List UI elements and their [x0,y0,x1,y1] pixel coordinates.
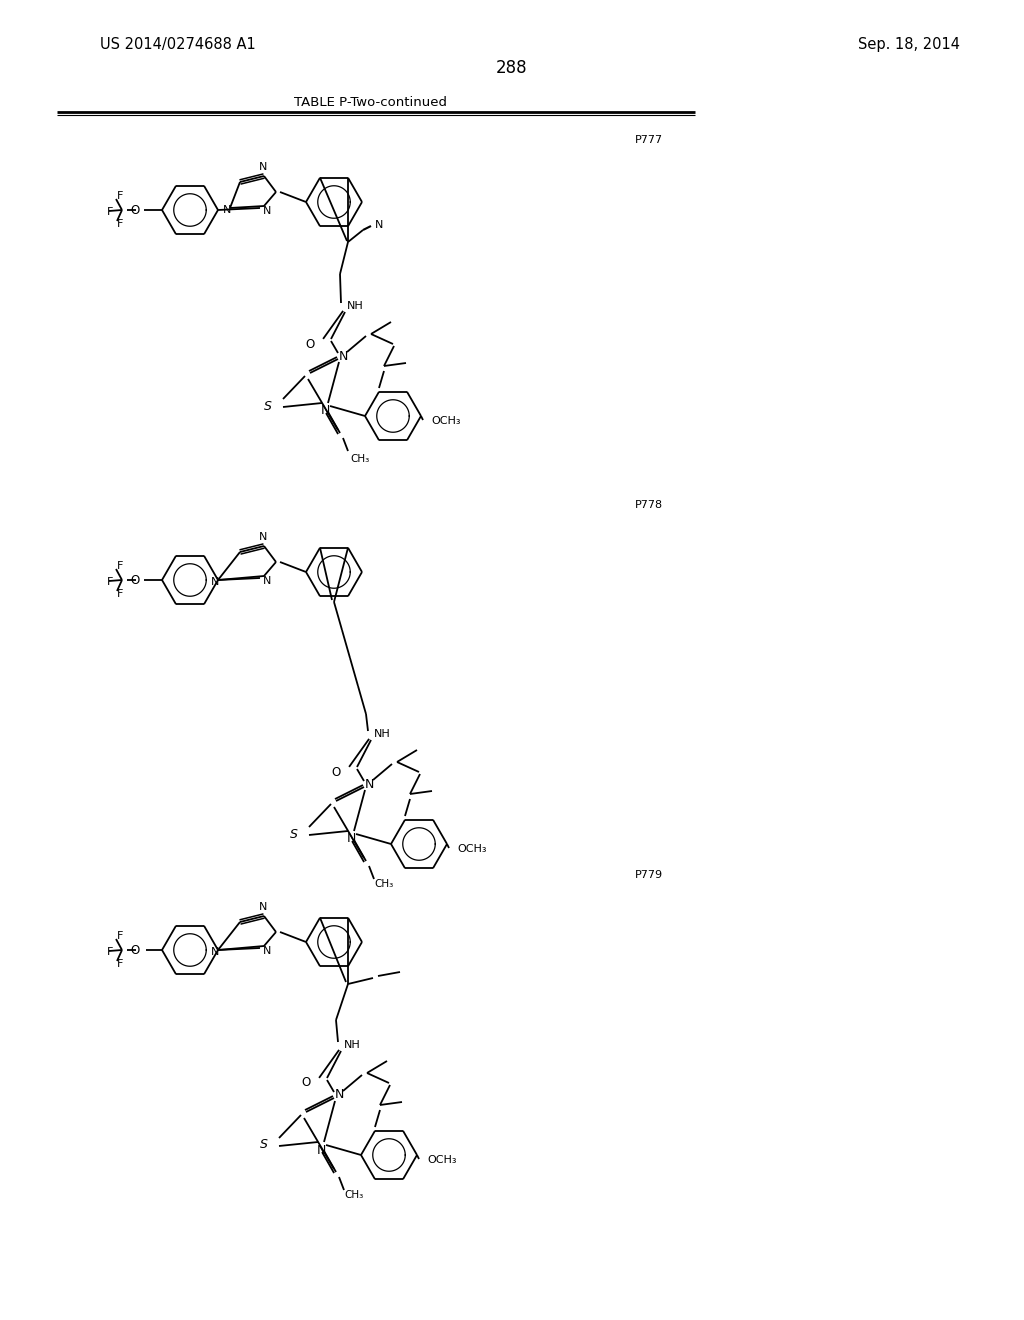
Text: O: O [302,1077,311,1089]
Text: N: N [316,1143,326,1156]
Text: OCH₃: OCH₃ [457,843,486,854]
Text: F: F [117,589,123,599]
Text: N: N [321,404,330,417]
Text: F: F [117,960,123,969]
Text: NH: NH [374,729,391,739]
Text: Sep. 18, 2014: Sep. 18, 2014 [858,37,961,53]
Text: N: N [375,220,383,230]
Text: O: O [332,766,341,779]
Text: F: F [106,577,114,587]
Text: F: F [106,946,114,957]
Text: F: F [106,207,114,216]
Text: US 2014/0274688 A1: US 2014/0274688 A1 [100,37,256,53]
Text: P777: P777 [635,135,664,145]
Text: CH₃: CH₃ [350,454,370,465]
Text: O: O [131,203,140,216]
Text: O: O [131,944,140,957]
Text: N: N [211,577,219,587]
Text: F: F [117,191,123,201]
Text: NH: NH [344,1040,360,1049]
Text: CH₃: CH₃ [344,1191,364,1200]
Text: 288: 288 [497,59,527,77]
Text: N: N [365,777,374,791]
Text: P778: P778 [635,500,664,510]
Text: N: N [259,902,267,912]
Text: F: F [117,931,123,941]
Text: TABLE P-Two-continued: TABLE P-Two-continued [294,96,446,110]
Text: N: N [263,206,271,216]
Text: N: N [338,350,348,363]
Text: O: O [131,573,140,586]
Text: O: O [306,338,315,351]
Text: NH: NH [347,301,364,312]
Text: F: F [117,219,123,228]
Text: S: S [290,828,298,841]
Text: F: F [117,561,123,572]
Text: P779: P779 [635,870,664,880]
Text: N: N [211,946,219,957]
Text: N: N [223,205,231,215]
Text: S: S [264,400,272,412]
Text: N: N [263,576,271,586]
Text: N: N [346,833,355,846]
Text: N: N [259,162,267,172]
Text: S: S [260,1138,268,1151]
Text: N: N [263,946,271,956]
Text: CH₃: CH₃ [374,879,393,888]
Text: N: N [334,1089,344,1101]
Text: OCH₃: OCH₃ [427,1155,457,1166]
Text: N: N [259,532,267,543]
Text: OCH₃: OCH₃ [431,416,461,426]
